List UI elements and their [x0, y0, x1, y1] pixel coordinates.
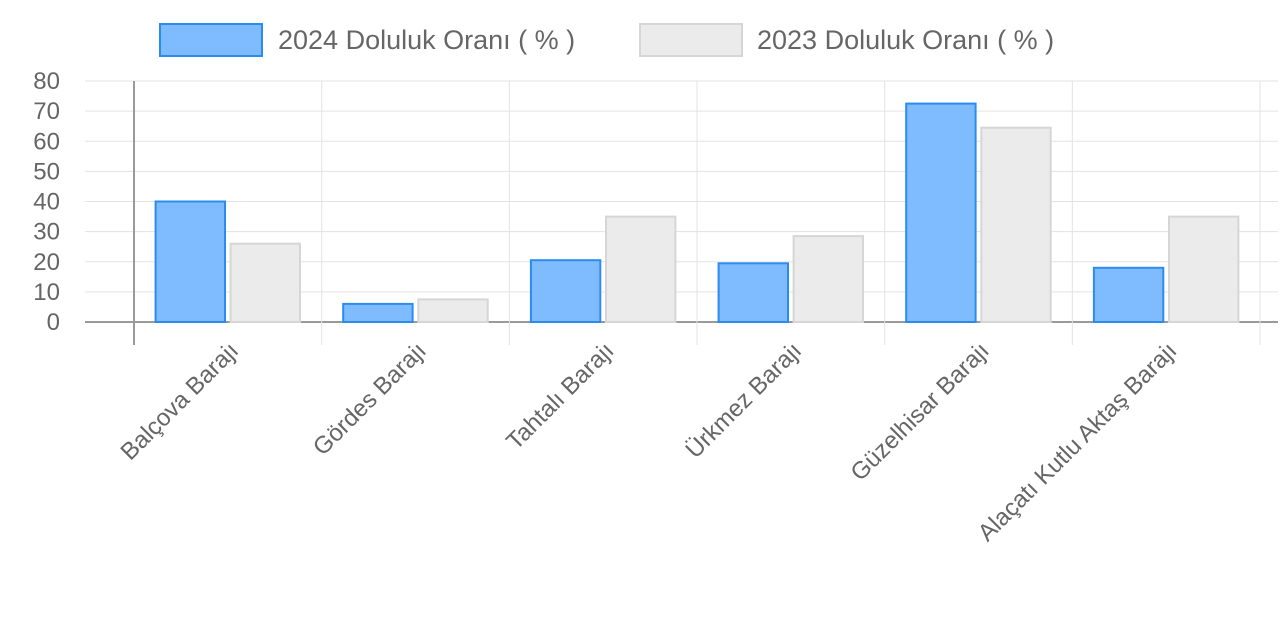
- y-tick-label: 30: [33, 219, 60, 246]
- y-axis-ticks: 0 10 20 30 40 50 60 70 80: [33, 68, 60, 336]
- y-tick-label: 20: [33, 249, 60, 276]
- legend-swatch-2023[interactable]: [639, 23, 743, 57]
- bar-2024-1[interactable]: [342, 302, 414, 323]
- legend: 2024 Doluluk Oranı ( % ) 2023 Doluluk Or…: [159, 23, 1054, 57]
- y-tick-label: 0: [47, 309, 60, 336]
- bar-2023-0[interactable]: [229, 242, 302, 323]
- bar-2023-2[interactable]: [605, 215, 677, 324]
- bar-2024-3[interactable]: [717, 262, 789, 323]
- legend-label-2024[interactable]: 2024 Doluluk Oranı ( % ): [278, 25, 575, 55]
- x-category-label: Ürkmez Barajı: [680, 337, 807, 464]
- bar-2024-0[interactable]: [154, 200, 227, 323]
- x-category-label: Gördes Barajı: [308, 337, 432, 461]
- x-axis-labels: Balçova Barajı Gördes Barajı Tahtalı Baraj…: [116, 337, 1183, 547]
- x-category-label: Tahtalı Barajı: [501, 337, 619, 455]
- x-category-label: Güzelhisar Barajı: [845, 337, 994, 486]
- bar-2023-5[interactable]: [1168, 215, 1240, 324]
- legend-label-2023[interactable]: 2023 Doluluk Oranı ( % ): [757, 25, 1054, 55]
- y-tick-label: 10: [33, 279, 60, 306]
- x-category-label: Alaçatı Kutlu Aktaş Barajı: [973, 337, 1183, 547]
- bars: [154, 102, 1240, 324]
- bar-2023-3[interactable]: [792, 235, 864, 324]
- bar-2024-4[interactable]: [905, 102, 977, 323]
- bar-2023-1[interactable]: [417, 298, 489, 323]
- y-tick-label: 80: [33, 68, 60, 95]
- y-tick-label: 70: [33, 98, 60, 125]
- bar-2023-4[interactable]: [980, 126, 1052, 323]
- y-tick-label: 50: [33, 158, 60, 185]
- y-tick-label: 60: [33, 128, 60, 155]
- x-category-label: Balçova Barajı: [116, 337, 245, 466]
- bar-2024-5[interactable]: [1092, 266, 1165, 323]
- bar-2024-2[interactable]: [529, 259, 602, 324]
- legend-swatch-2024[interactable]: [159, 23, 263, 57]
- y-tick-label: 40: [33, 189, 60, 216]
